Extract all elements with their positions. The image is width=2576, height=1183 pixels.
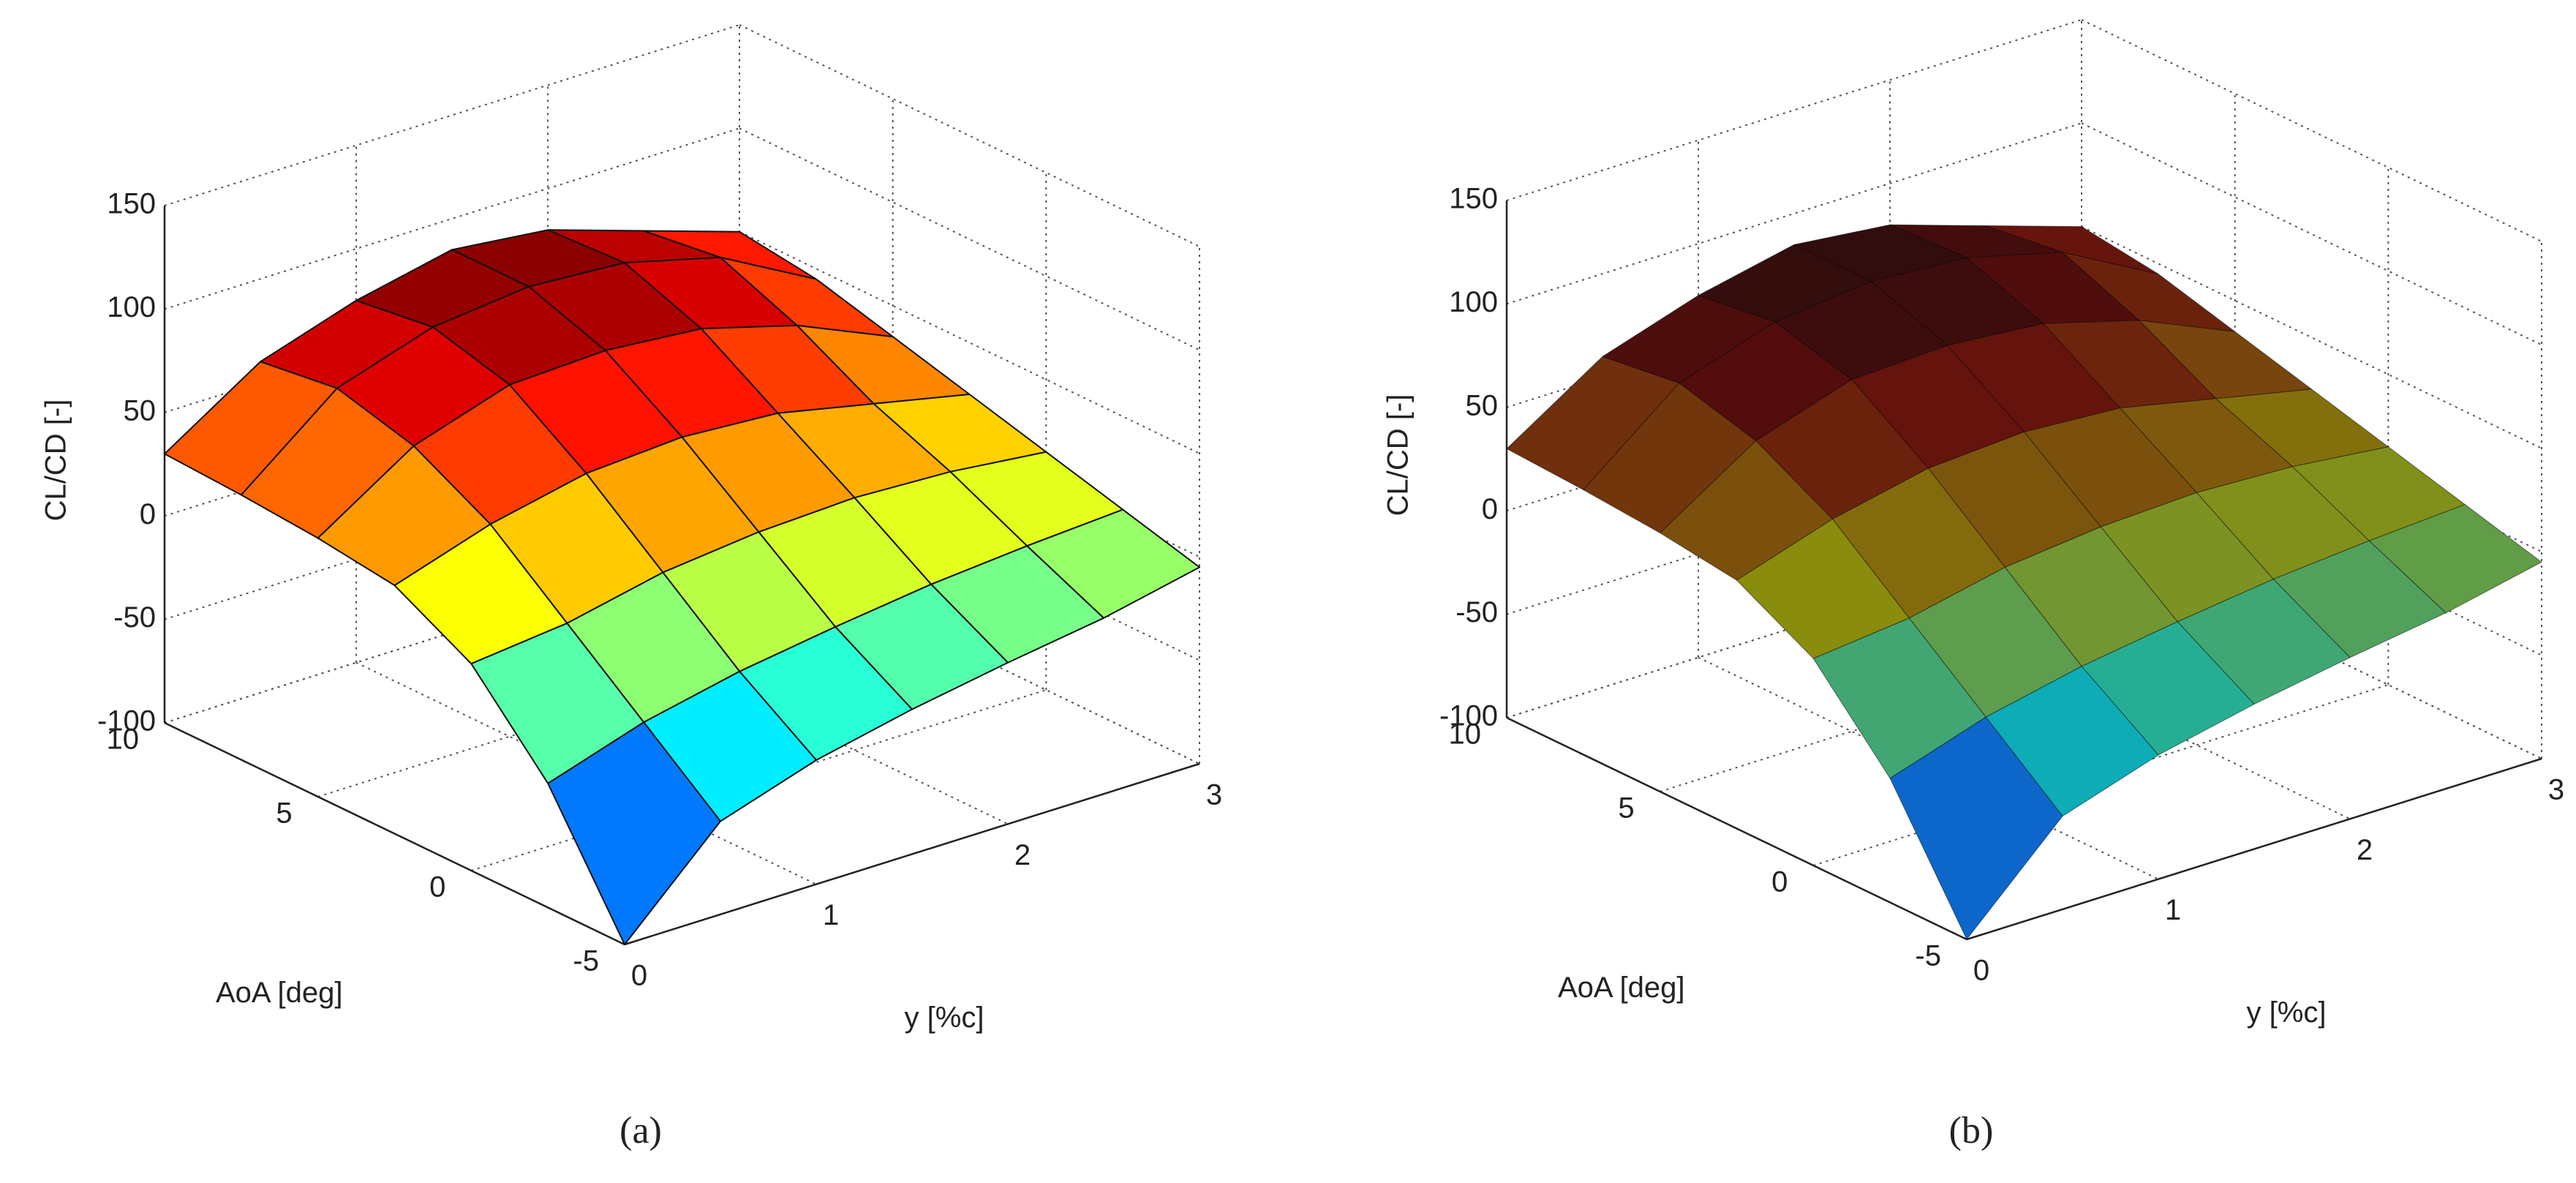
floor-grid-line [1813,684,2389,866]
z-tick-label: 50 [124,394,157,427]
y-tick-label: 0 [1973,955,1989,987]
aoa-tick-label: 0 [1771,866,1788,898]
z-tick-label: -50 [1455,596,1498,628]
y-tick-label: 3 [2548,774,2564,806]
caption: (a) [619,1110,662,1152]
y-tick-label: 3 [1206,779,1222,811]
floor-grid-line [471,689,1047,871]
wall-grid-line [2081,19,2542,242]
wall-grid-line [164,24,740,206]
aoa-tick-label: -5 [573,945,599,977]
z-axis-label: CL/CD [-] [40,399,72,522]
caption: (b) [1949,1110,1994,1152]
y-tick-label: 0 [631,960,647,992]
y-axis [1966,757,2542,941]
y-axis-label: y [%c] [2247,996,2327,1029]
surface-cell [1889,716,2063,940]
aoa-axis-label: AoA [deg] [216,977,342,1009]
aoa-tick-label: 10 [107,724,140,756]
wall-grid-line [1506,122,2082,305]
z-tick-label: 150 [1449,183,1498,215]
z-tick-label: 0 [1482,493,1498,525]
aoa-axis [164,721,625,946]
aoa-axis [1506,716,1967,941]
z-tick-label: -100 [97,705,156,737]
aoa-axis-label: AoA [deg] [1558,972,1684,1004]
aoa-tick-label: 5 [1618,792,1634,825]
z-tick-label: 100 [1449,286,1498,318]
y-tick-label: 2 [2357,834,2373,866]
z-tick-label: -100 [1439,700,1498,732]
aoa-tick-label: -5 [1915,940,1941,972]
y-axis-label: y [%c] [905,1002,984,1034]
z-tick-label: 150 [107,188,156,220]
z-tick-label: 0 [140,498,156,530]
surface-cell [547,721,721,945]
z-tick-label: 50 [1466,389,1499,421]
wall-grid-line [1506,19,2082,201]
y-axis [624,762,1200,946]
y-tick-label: 1 [2165,894,2181,926]
aoa-tick-label: 10 [1449,718,1482,751]
z-axis-label: CL/CD [-] [1382,394,1415,517]
wall-grid-line [739,24,1200,247]
aoa-tick-label: 0 [429,871,445,904]
z-tick-label: 100 [107,291,156,323]
z-tick-label: -50 [113,601,156,634]
y-tick-label: 1 [823,899,839,931]
aoa-tick-label: 5 [276,797,292,830]
wall-grid-line [164,127,740,310]
y-tick-label: 2 [1014,839,1031,871]
